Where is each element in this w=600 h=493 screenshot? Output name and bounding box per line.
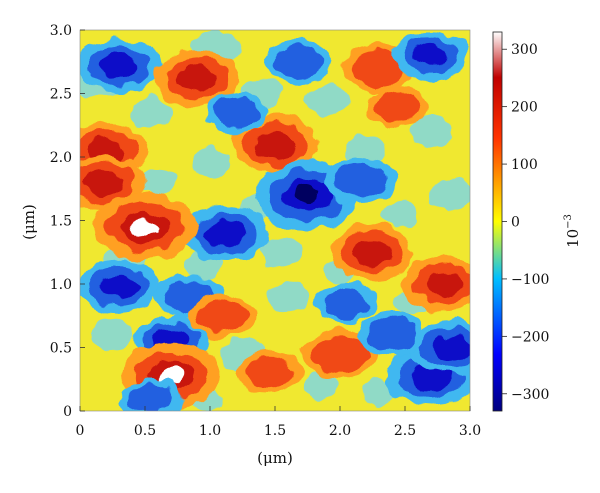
y-tick-label: 2.0 bbox=[50, 150, 72, 166]
svg-text:10−3: 10−3 bbox=[563, 214, 582, 248]
colorbar-label-exponent: −3 bbox=[563, 214, 574, 229]
heatmap-feature bbox=[100, 274, 138, 299]
x-tick-label: 3.0 bbox=[459, 423, 481, 439]
heatmap-feature bbox=[255, 131, 295, 158]
heatmap-feature bbox=[376, 91, 421, 121]
y-axis: 0 0.5 1.0 1.5 2.0 2.5 3.0 bbox=[50, 23, 85, 420]
x-axis-label: (μm) bbox=[257, 449, 293, 467]
x-tick-label: 2.5 bbox=[394, 423, 416, 439]
heatmap-cell bbox=[410, 116, 452, 147]
heatmap-feature bbox=[205, 219, 246, 247]
heatmap-cell bbox=[189, 148, 231, 179]
y-axis-label: (μm) bbox=[20, 204, 38, 240]
heatmap-feature bbox=[353, 239, 392, 265]
heatmap-feature bbox=[351, 50, 407, 86]
y-tick-label: 0 bbox=[63, 404, 72, 420]
colorbar-tick-label: 0 bbox=[511, 215, 520, 231]
colorbar-axis: 300 200 100 0 −100 −200 −300 bbox=[502, 42, 549, 403]
heatmap-feature bbox=[312, 335, 368, 373]
heatmap-cell bbox=[140, 169, 176, 196]
heatmap-feature bbox=[333, 162, 386, 198]
heatmap-feature bbox=[414, 44, 448, 67]
heatmap-feature bbox=[84, 169, 123, 196]
heatmap-feature bbox=[131, 218, 159, 236]
y-tick-label: 1.0 bbox=[50, 277, 72, 293]
heatmap-cell bbox=[381, 201, 416, 227]
heatmap-cell bbox=[130, 97, 173, 128]
heatmap-feature bbox=[99, 52, 139, 79]
y-tick-label: 3.0 bbox=[50, 23, 72, 39]
y-tick-label: 2.5 bbox=[50, 87, 72, 103]
heatmap-cell bbox=[303, 372, 338, 399]
colorbar-tick-label: −100 bbox=[511, 272, 549, 288]
heatmap-feature bbox=[129, 383, 174, 411]
colorbar-tick-label: 200 bbox=[511, 100, 538, 116]
x-tick-label: 0.5 bbox=[134, 423, 156, 439]
heatmap-feature bbox=[324, 288, 369, 318]
y-tick-label: 1.5 bbox=[50, 214, 72, 230]
heatmap-feature bbox=[198, 299, 248, 332]
colorbar-label: 10−3 bbox=[563, 214, 582, 248]
heatmap-feature bbox=[158, 367, 184, 384]
heatmap-feature bbox=[293, 186, 322, 205]
heatmap-cell bbox=[260, 237, 303, 268]
heatmap-area bbox=[80, 30, 470, 411]
x-axis: 0 0.5 1.0 1.5 2.0 2.5 3.0 bbox=[76, 406, 481, 439]
heatmap-feature bbox=[244, 357, 293, 389]
heatmap-cell bbox=[306, 84, 348, 116]
heatmap-feature bbox=[431, 335, 470, 360]
colorbar-label-base: 10 bbox=[564, 229, 582, 248]
heatmap-feature bbox=[425, 271, 463, 297]
heatmap-cell bbox=[361, 379, 397, 405]
heatmap-feature bbox=[367, 318, 417, 352]
colorbar-tick-label: 300 bbox=[511, 42, 538, 58]
heatmap-cell bbox=[267, 281, 309, 312]
x-tick-label: 2.0 bbox=[329, 423, 351, 439]
heatmap-cell bbox=[429, 179, 470, 211]
x-tick-label: 1.0 bbox=[199, 423, 221, 439]
colorbar-tick-label: −200 bbox=[511, 329, 549, 345]
x-tick-label: 0 bbox=[76, 423, 85, 439]
heatmap-feature bbox=[213, 97, 259, 128]
colorbar bbox=[492, 31, 503, 412]
x-tick-label: 1.5 bbox=[264, 423, 286, 439]
colorbar-tick-label: −300 bbox=[511, 387, 549, 403]
y-tick-label: 0.5 bbox=[50, 341, 72, 357]
heatmap-feature bbox=[273, 45, 324, 78]
heatmap-cell bbox=[91, 319, 134, 351]
colorbar-tick-label: 100 bbox=[511, 157, 538, 173]
heatmap-feature bbox=[177, 65, 217, 91]
